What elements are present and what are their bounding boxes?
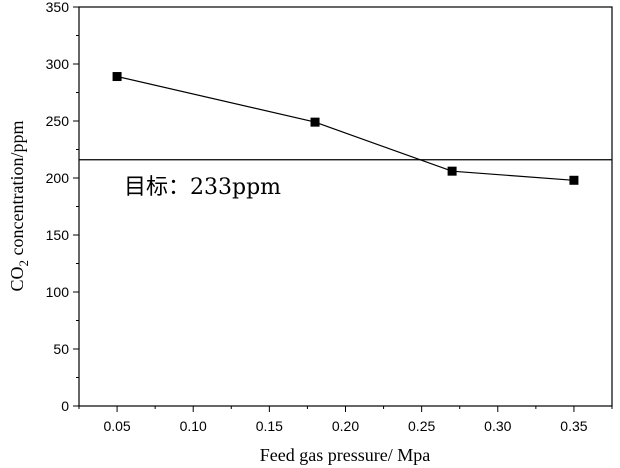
data-point-marker <box>112 72 122 82</box>
y-tick-label: 150 <box>46 227 70 243</box>
data-point-marker <box>310 117 320 127</box>
data-point-marker <box>447 166 457 176</box>
y-axis-title-subscript: 2 <box>16 260 31 267</box>
y-axis-title-main: CO <box>7 266 27 291</box>
y-tick-label: 300 <box>46 56 70 72</box>
y-tick-label: 100 <box>46 284 70 300</box>
data-point-marker <box>569 175 579 185</box>
x-axis-title: Feed gas pressure/ Mpa <box>260 445 430 465</box>
series-markers <box>112 72 579 185</box>
y-tick-label: 0 <box>61 398 69 414</box>
x-tick-label: 0.30 <box>484 418 511 434</box>
y-axis-title-rest: concentration/ppm <box>7 121 27 260</box>
y-tick-label: 350 <box>46 0 70 15</box>
x-tick-label: 0.05 <box>103 418 130 434</box>
y-tick-label: 200 <box>46 170 70 186</box>
x-axis-ticks: 0.05 0.10 0.15 0.20 0.25 0.30 0.35 <box>78 406 613 434</box>
plot-frame <box>78 6 613 407</box>
x-tick-label: 0.35 <box>560 418 587 434</box>
x-tick-label: 0.10 <box>180 418 207 434</box>
target-annotation: 目标：233ppm <box>124 175 281 200</box>
y-tick-label: 250 <box>46 113 70 129</box>
series-line <box>116 75 574 181</box>
x-tick-label: 0.25 <box>408 418 435 434</box>
y-axis-ticks: 0 50 100 150 200 250 300 350 <box>46 0 79 414</box>
y-axis-title: CO2 concentration/ppm <box>7 121 31 292</box>
y-tick-label: 50 <box>53 341 69 357</box>
x-tick-label: 0.15 <box>256 418 283 434</box>
x-tick-label: 0.20 <box>332 418 359 434</box>
